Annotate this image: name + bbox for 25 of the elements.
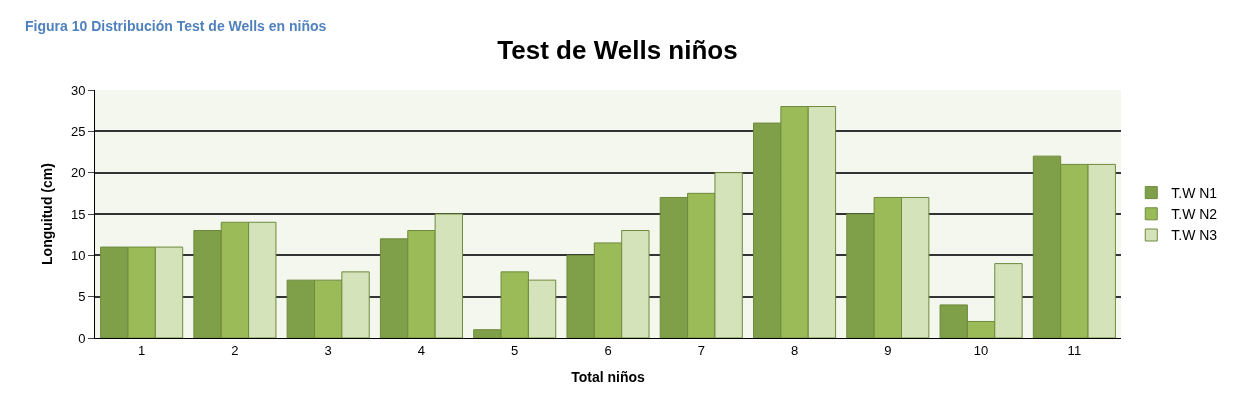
x-tick-label: 10 [973,342,989,358]
x-tick-label: 5 [511,342,519,358]
y-tick-label: 20 [70,165,86,181]
legend-label: T.W N3 [1171,227,1218,244]
y-tick-label: 15 [70,206,86,222]
x-tick-label: 7 [697,342,705,358]
y-tick-label: 25 [70,123,86,139]
y-tick-label: 5 [78,289,86,305]
x-tick-label: 6 [604,342,612,358]
x-tick-label: 11 [1067,342,1082,358]
x-tick-label: 3 [324,342,332,358]
legend-label: T.W N2 [1171,206,1218,223]
y-axis-title: Longuitud (cm) [38,163,55,265]
y-tick-label: 30 [70,82,86,98]
x-tick-label: 4 [417,342,426,358]
y-tick-label: 0 [78,330,86,346]
x-tick-label: 9 [884,342,892,358]
y-tick-label: 10 [70,247,86,263]
text: Figura 10 Distribución Test de Wells en niños [25,18,327,34]
chart-title: Test de Wells niños [497,35,738,65]
legend-label: T.W N1 [1171,185,1218,202]
x-tick-label: 2 [231,342,239,358]
x-tick-label: 8 [790,342,799,358]
x-tick-label: 1 [138,342,146,358]
x-axis-title: Total niños [571,368,646,385]
